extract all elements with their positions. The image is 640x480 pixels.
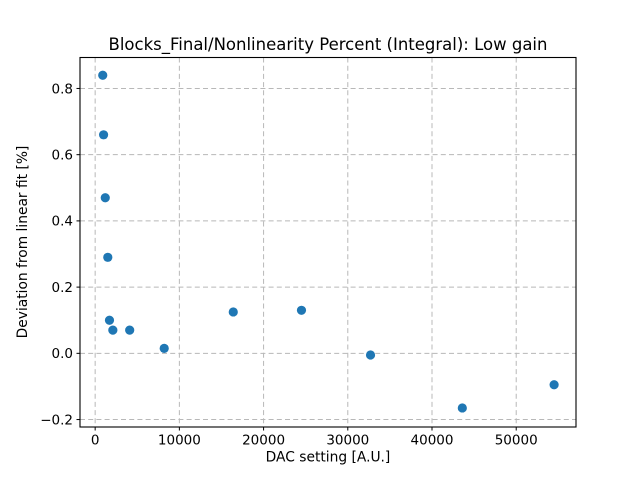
y-tick-label: 0.0 (52, 346, 73, 362)
y-tick-label: 0.2 (52, 280, 73, 296)
x-tick-label: 10000 (158, 433, 201, 449)
x-tick-label: 50000 (495, 433, 538, 449)
y-tick-label: −0.2 (40, 412, 73, 428)
data-point (98, 70, 108, 80)
y-tick-label: 0.4 (52, 214, 73, 230)
data-point (228, 307, 238, 317)
data-point (365, 350, 376, 360)
y-tick-label: 0.8 (52, 81, 73, 97)
data-point (125, 325, 135, 335)
data-point (549, 380, 559, 390)
data-point (296, 305, 307, 315)
data-point (108, 325, 118, 335)
chart-title: Blocks_Final/Nonlinearity Percent (Integ… (109, 35, 548, 55)
axes-frame (79, 56, 577, 428)
y-tick-label: 0.6 (52, 147, 73, 163)
data-point (98, 130, 109, 140)
x-tick-label: 0 (91, 433, 100, 449)
x-tick-label: 20000 (242, 433, 285, 449)
data-point (103, 252, 113, 262)
data-point (100, 193, 110, 203)
data-point (457, 403, 467, 413)
x-axis-label: DAC setting [A.U.] (266, 450, 391, 466)
data-point (159, 343, 169, 353)
y-axis-label: Deviation from linear fit [%] (15, 146, 31, 339)
x-tick-label: 40000 (411, 433, 454, 449)
x-tick-label: 30000 (326, 433, 369, 449)
data-point (104, 315, 115, 325)
